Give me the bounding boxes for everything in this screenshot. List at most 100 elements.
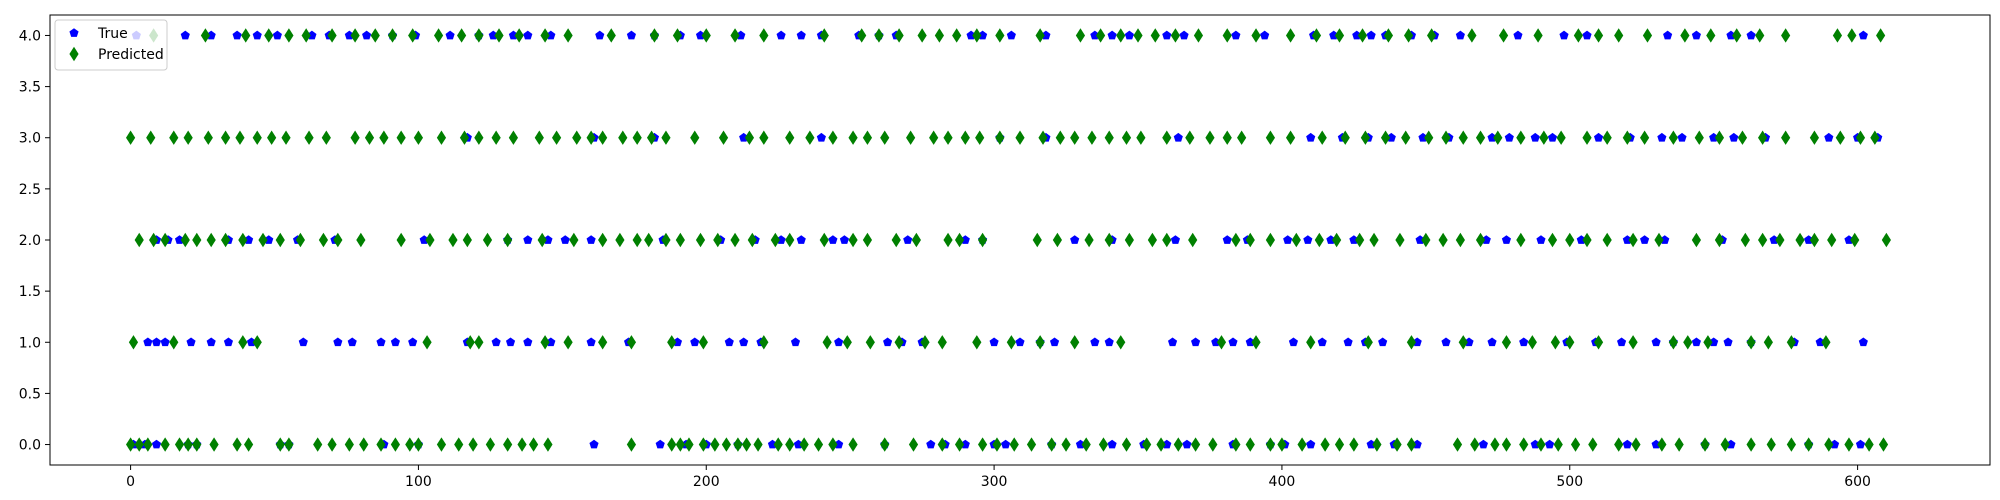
data-point-predicted xyxy=(759,130,769,145)
data-point-predicted xyxy=(1231,232,1241,248)
data-point-predicted xyxy=(977,232,988,248)
data-point-predicted xyxy=(894,335,904,350)
data-point-predicted xyxy=(1763,335,1773,350)
data-point-predicted xyxy=(1222,28,1232,43)
data-point-true xyxy=(523,30,533,40)
data-point-predicted xyxy=(313,437,323,452)
data-point-predicted xyxy=(1746,437,1756,452)
data-point-predicted xyxy=(1593,28,1604,43)
data-point-predicted xyxy=(1104,232,1114,248)
data-point-predicted xyxy=(626,335,637,350)
data-point-predicted xyxy=(238,335,248,350)
data-point-predicted xyxy=(503,437,513,452)
data-point-predicted xyxy=(1162,232,1172,248)
data-point-predicted xyxy=(1694,130,1704,145)
data-point-predicted xyxy=(1334,437,1345,452)
data-point-predicted xyxy=(785,437,795,452)
data-point-true xyxy=(1228,337,1238,347)
data-point-predicted xyxy=(819,28,829,43)
data-point-predicted xyxy=(1360,130,1371,145)
data-point-predicted xyxy=(701,28,711,43)
data-point-true xyxy=(1167,337,1178,347)
data-point-true xyxy=(796,30,806,40)
data-point-predicted xyxy=(563,335,573,350)
legend-marker-true xyxy=(69,28,79,37)
data-point-true xyxy=(151,439,162,449)
data-point-predicted xyxy=(1237,130,1247,145)
data-point-predicted xyxy=(862,232,873,248)
data-point-true xyxy=(883,337,893,347)
data-point-true xyxy=(1124,30,1134,40)
data-point-true xyxy=(333,337,343,347)
data-point-predicted xyxy=(992,437,1002,452)
data-point-predicted xyxy=(1781,130,1791,145)
data-point-predicted xyxy=(1850,232,1860,248)
data-point-predicted xyxy=(773,437,783,452)
data-point-predicted xyxy=(1441,130,1451,145)
data-point-predicted xyxy=(1208,437,1218,452)
data-point-predicted xyxy=(1087,130,1097,145)
data-point-predicted xyxy=(1380,130,1391,145)
data-point-predicted xyxy=(960,130,970,145)
data-point-predicted xyxy=(1732,28,1742,43)
data-point-predicted xyxy=(1047,437,1057,452)
data-point-predicted xyxy=(1142,437,1152,452)
data-point-predicted xyxy=(906,130,916,145)
data-point-predicted xyxy=(598,232,608,248)
data-point-predicted xyxy=(281,130,291,145)
data-point-true xyxy=(1107,30,1117,40)
data-point-predicted xyxy=(1395,232,1405,248)
data-point-true xyxy=(143,337,153,347)
data-point-predicted xyxy=(1714,232,1725,248)
data-point-true xyxy=(1729,132,1739,142)
data-point-predicted xyxy=(327,437,337,452)
data-point-predicted xyxy=(462,232,472,248)
data-point-predicted xyxy=(1421,232,1431,248)
data-point-predicted xyxy=(1121,130,1132,145)
data-point-predicted xyxy=(1498,28,1509,43)
data-point-predicted xyxy=(661,232,671,248)
data-point-predicted xyxy=(364,130,375,145)
data-point-true xyxy=(376,337,386,347)
data-point-predicted xyxy=(327,28,337,43)
data-point-true xyxy=(1504,132,1514,142)
data-point-predicted xyxy=(1009,437,1019,452)
data-point-predicted xyxy=(874,28,884,43)
data-point-predicted xyxy=(675,437,685,452)
data-point-predicted xyxy=(275,437,285,452)
data-point-predicted xyxy=(1668,130,1678,145)
data-point-predicted xyxy=(733,437,743,452)
data-point-predicted xyxy=(457,28,467,43)
data-point-predicted xyxy=(1786,437,1796,452)
data-point-predicted xyxy=(396,130,406,145)
data-point-predicted xyxy=(1170,28,1181,43)
data-point-predicted xyxy=(1703,335,1713,350)
data-point-predicted xyxy=(1245,232,1255,248)
data-point-predicted xyxy=(1424,130,1434,145)
data-point-predicted xyxy=(698,335,708,350)
data-point-true xyxy=(1090,337,1100,347)
data-point-predicted xyxy=(690,130,700,145)
data-point-predicted xyxy=(848,130,858,145)
data-point-predicted xyxy=(1533,28,1543,43)
data-point-predicted xyxy=(1467,28,1477,43)
data-point-predicted xyxy=(1844,437,1854,452)
data-point-predicted xyxy=(1809,130,1820,145)
data-point-true xyxy=(1530,132,1540,142)
data-point-true xyxy=(626,30,636,40)
data-point-true xyxy=(151,337,162,347)
data-point-true xyxy=(1306,439,1316,449)
data-point-predicted xyxy=(618,130,628,145)
data-point-true xyxy=(1824,132,1834,142)
data-point-predicted xyxy=(160,437,170,452)
data-point-predicted xyxy=(321,130,331,145)
data-point-true xyxy=(989,337,999,347)
data-point-predicted xyxy=(128,335,139,350)
data-point-predicted xyxy=(695,232,706,248)
data-point-predicted xyxy=(1406,335,1417,350)
data-point-predicted xyxy=(1116,28,1126,43)
data-point-predicted xyxy=(1740,232,1750,248)
data-point-predicted xyxy=(528,437,539,452)
data-point-predicted xyxy=(1265,232,1276,248)
data-point-predicted xyxy=(848,232,858,248)
